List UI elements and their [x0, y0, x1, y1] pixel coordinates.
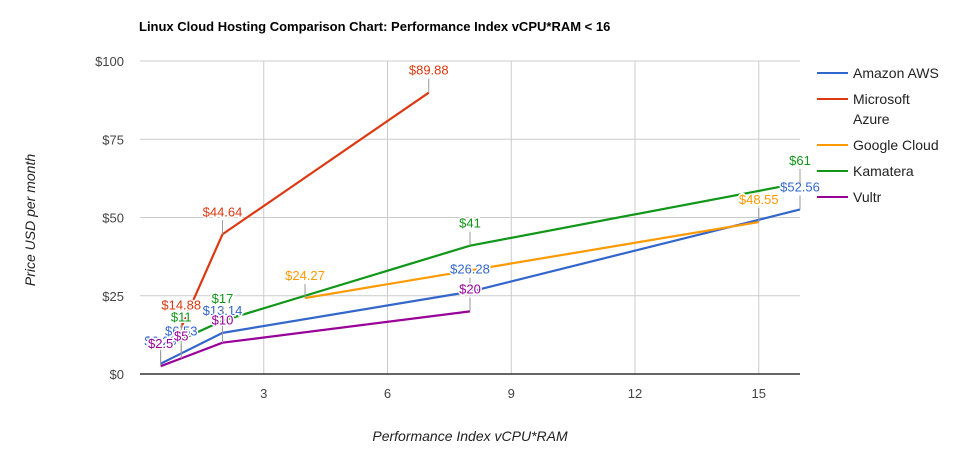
series-line-google-cloud: [304, 220, 759, 300]
y-tick-label: $100: [95, 54, 124, 69]
data-label: $11: [171, 310, 192, 325]
data-label: $44.64: [203, 204, 243, 219]
data-label: $52.56: [780, 179, 820, 194]
data-labels: $3.29$6.53$13.14$26.28$52.56$14.88$44.64…: [143, 61, 821, 367]
y-tick-label: $0: [110, 367, 124, 382]
x-tick-label: 3: [260, 386, 267, 401]
chart-title: Linux Cloud Hosting Comparison Chart: Pe…: [139, 19, 611, 34]
legend-label: Microsoft: [853, 91, 910, 107]
data-label: $61: [789, 153, 811, 168]
y-tick-label: $25: [102, 289, 124, 304]
legend-item-vultr: Vultr: [817, 189, 882, 205]
data-label: $20: [459, 281, 481, 296]
legend: Amazon AWS Microsoft Azure Google Cloud Kama…: [817, 65, 939, 205]
legend-label: Vultr: [853, 189, 882, 205]
legend-item-kamatera: Kamatera: [817, 163, 914, 179]
axes: $0 $25 $50 $75 $100 3 6 9 12 15: [95, 54, 800, 401]
series-line-kamatera: [180, 181, 801, 341]
legend-item-microsoft-azure: Microsoft Azure: [817, 91, 910, 127]
series-line-vultr: [160, 310, 471, 368]
x-tick-label: 9: [508, 386, 515, 401]
x-tick-label: 15: [752, 386, 766, 401]
x-axis-title: Performance Index vCPU*RAM: [372, 428, 568, 444]
legend-label: Google Cloud: [853, 137, 939, 153]
y-tick-label: $50: [102, 211, 124, 226]
data-label: $17: [212, 291, 234, 306]
x-tick-label: 12: [628, 386, 642, 401]
data-label: $48.55: [739, 192, 779, 207]
data-label: $10: [212, 313, 234, 328]
data-label: $3.29: [144, 334, 177, 349]
data-label: $24.27: [285, 268, 325, 283]
legend-label: Amazon AWS: [853, 65, 939, 81]
data-label: $14.88: [161, 297, 201, 312]
y-tick-label: $75: [102, 132, 124, 147]
legend-label: Kamatera: [853, 163, 914, 179]
data-label: $5: [174, 328, 188, 343]
data-label: $2.5: [148, 336, 173, 351]
legend-item-amazon-aws: Amazon AWS: [817, 65, 939, 81]
data-label: $89.88: [409, 63, 449, 78]
legend-item-google-cloud: Google Cloud: [817, 137, 939, 153]
data-label: $41: [459, 216, 481, 231]
x-tick-label: 6: [384, 386, 391, 401]
gridlines: [140, 60, 800, 374]
data-label: $26.28: [450, 262, 490, 277]
legend-label: Azure: [853, 111, 890, 127]
